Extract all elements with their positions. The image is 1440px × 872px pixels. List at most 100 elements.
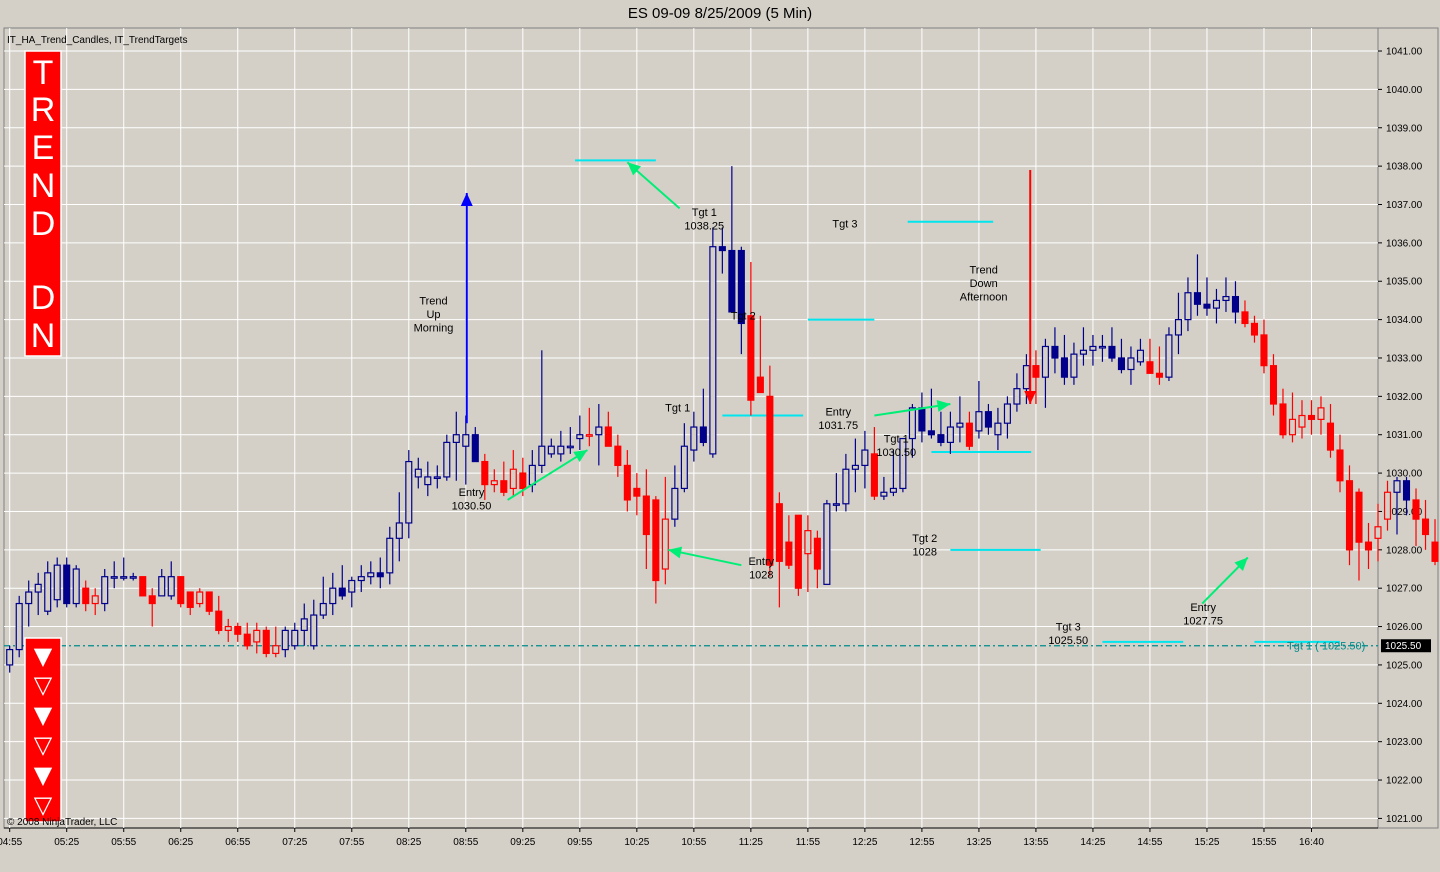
annotation-text: 1031.75: [818, 420, 858, 432]
price-tick-label: 1032.00: [1386, 392, 1423, 403]
candle: [652, 496, 660, 604]
candle: [120, 557, 128, 581]
candle-body: [1298, 414, 1306, 428]
price-tick-label: 1028.00: [1386, 545, 1423, 556]
trend-letter: E: [32, 129, 55, 167]
candle-body: [1260, 334, 1268, 367]
candle: [690, 411, 698, 462]
annotation-text: 1028: [749, 570, 773, 582]
candle-body: [1155, 372, 1163, 378]
candle: [1269, 354, 1278, 416]
candle-body: [547, 445, 555, 455]
candle-body: [1431, 541, 1439, 562]
candle: [82, 580, 90, 612]
time-tick-label: 09:55: [567, 837, 592, 848]
price-tick-label: 1031.00: [1386, 430, 1423, 441]
candle: [813, 530, 821, 589]
time-axis-labels: 04:55 05:25 05:55 06:25 06:55 07:25 07:55 08:25…: [0, 828, 1324, 848]
candle-body: [500, 480, 508, 493]
candle-body: [1326, 422, 1335, 451]
candle-body: [452, 434, 460, 443]
candle-body: [139, 576, 147, 597]
candle: [842, 453, 850, 512]
candle-body: [899, 437, 907, 490]
candle-body: [566, 445, 574, 449]
candle: [272, 626, 280, 658]
candle: [1108, 327, 1116, 362]
candle-body: [481, 460, 489, 486]
candle-body: [1307, 414, 1316, 420]
candle-body: [1127, 357, 1135, 371]
price-axis[interactable]: [1377, 27, 1439, 829]
candle: [177, 576, 185, 608]
candle: [424, 461, 432, 497]
candle-body: [243, 633, 251, 647]
candle: [281, 626, 289, 658]
candle: [538, 350, 546, 474]
price-tick-label: 1039.00: [1386, 123, 1423, 134]
candle-body: [1070, 353, 1078, 378]
time-tick-label: 12:25: [852, 837, 877, 848]
candle-body: [1146, 361, 1154, 374]
candle-body: [215, 610, 223, 631]
candle: [44, 561, 52, 616]
candle: [946, 411, 954, 454]
candle-body: [1364, 541, 1373, 551]
candle: [642, 469, 650, 570]
candle: [937, 411, 945, 447]
current-price-tag-text: 1025.50: [1385, 641, 1422, 652]
candle: [1326, 404, 1335, 458]
candle: [452, 411, 460, 481]
candle-body: [196, 591, 204, 605]
candle-body: [538, 445, 546, 467]
triangle-down-icon: ▼: [34, 761, 53, 789]
annotation-text: 1030.50: [876, 447, 916, 459]
price-tick-label: 1025.00: [1386, 660, 1423, 671]
candle: [756, 315, 764, 394]
candle: [509, 450, 517, 497]
candle-body: [623, 464, 631, 501]
arrow-shaft: [507, 449, 588, 501]
candle: [775, 492, 783, 608]
candle: [1193, 254, 1202, 316]
candle-body: [1231, 295, 1240, 313]
price-tick-label: 1041.00: [1386, 47, 1423, 58]
time-tick-label: 06:55: [225, 837, 250, 848]
candle-body: [1355, 491, 1363, 543]
candle: [994, 407, 1002, 451]
candle-body: [1165, 334, 1173, 378]
time-tick-label: 09:25: [510, 837, 535, 848]
candle: [861, 430, 869, 489]
candle-body: [462, 434, 470, 447]
time-tick-label: 07:25: [282, 837, 307, 848]
candle: [633, 473, 641, 516]
price-tick-label: 1026.00: [1386, 622, 1423, 633]
candle: [804, 515, 812, 593]
candle-body: [433, 476, 441, 480]
candle-body: [633, 487, 641, 497]
candle: [889, 450, 897, 497]
candle: [984, 404, 992, 435]
candle: [1165, 327, 1173, 381]
candle: [851, 438, 859, 493]
time-tick-label: 15:25: [1194, 837, 1219, 848]
annotation-text: 1025.50: [1048, 635, 1088, 647]
trend-letter: T: [33, 54, 54, 92]
candle-body: [937, 434, 945, 443]
candle: [1222, 277, 1230, 312]
candle-body: [1193, 292, 1202, 305]
price-tick-label: 1022.00: [1386, 776, 1423, 787]
candle: [1089, 334, 1097, 366]
candle-body: [63, 564, 71, 605]
price-tick-label: 1021.00: [1386, 814, 1423, 825]
candle-body: [15, 602, 23, 651]
candle-body: [528, 464, 536, 486]
candle: [1421, 499, 1430, 550]
candle-body: [319, 602, 327, 616]
arrow-green: [667, 546, 742, 567]
candle: [709, 227, 717, 458]
candles: [6, 166, 1439, 673]
candle-body: [224, 625, 232, 631]
candle: [224, 618, 232, 642]
